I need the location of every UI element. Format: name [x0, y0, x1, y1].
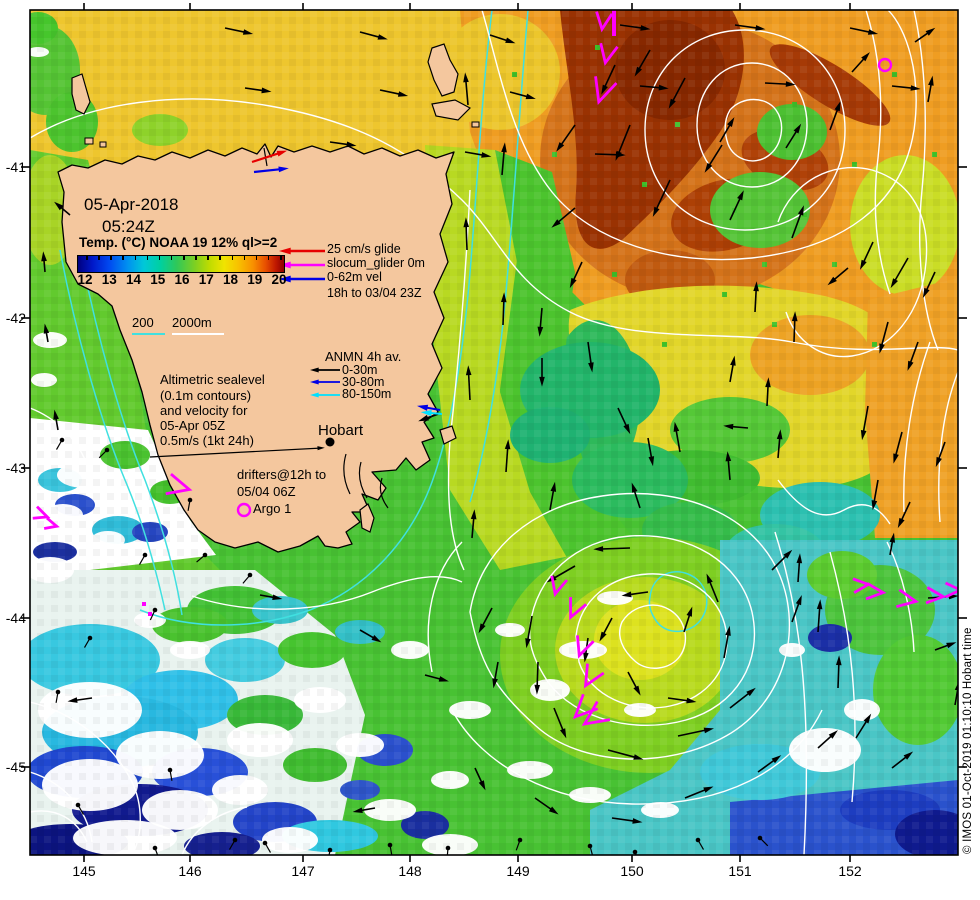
estuary-lines [263, 147, 389, 509]
drifter-marks [34, 13, 960, 733]
argo-circles [236, 57, 893, 518]
float-track-marks [55, 437, 769, 855]
three-hummock-island [99, 141, 107, 148]
bathy-200-swatch [132, 333, 165, 335]
bruny-island [359, 503, 375, 533]
altimetry-line1: Altimetric sealevel [160, 372, 265, 387]
anmn-title: ANMN 4h av. [325, 349, 402, 364]
time-label: 05:24Z [102, 217, 155, 236]
land-tasmania [57, 43, 480, 553]
drifter-pixels [142, 10, 616, 616]
anmn-item-0-30m: 0-30m [342, 363, 378, 377]
bathymetry-contours [59, 10, 708, 632]
glider-legend-line4: 18h to 03/04 23Z [327, 286, 422, 300]
altimetry-line4: 05-Apr 05Z [160, 418, 226, 433]
hobart-dot [325, 437, 335, 447]
hunter-island [84, 137, 94, 145]
king-island [71, 73, 91, 115]
drifter-legend-line1: drifters@12h to [237, 467, 327, 482]
clarke-island [471, 121, 480, 128]
anmn-item-80-150m: 80-150m [342, 387, 392, 401]
bathy-2000-label: 2000m [172, 315, 212, 330]
glider-legend-line2: slocum_glider 0m [327, 256, 425, 270]
maria-island [439, 425, 457, 445]
cape-barren-island [431, 99, 471, 121]
glider-legend-line3: 0-62m vel [327, 270, 382, 284]
plot-frame [29, 9, 959, 856]
bathy-2000-swatch [172, 333, 224, 335]
axis-ticks [21, 3, 967, 862]
altimetry-line3: and velocity for [160, 403, 248, 418]
bathy-200-label: 200 [132, 315, 154, 330]
hobart-label: Hobart [318, 422, 364, 439]
argo-label: Argo 1 [253, 501, 292, 516]
date-label: 05-Apr-2018 [84, 195, 179, 214]
sealevel-contours [30, 10, 958, 855]
flinders-island [427, 43, 459, 97]
glider-legend-line1: 25 cm/s glide [327, 242, 401, 256]
colorbar-title: Temp. (°C) NOAA 19 12% ql>=2 [79, 235, 278, 250]
temperature-colorbar [77, 255, 285, 273]
drifter-legend-line2: 05/04 06Z [237, 484, 296, 499]
current-arrows [41, 24, 958, 824]
watermark: © IMOS 01-Oct-2019 01:10:10 Hobart time [962, 627, 974, 854]
altimetry-line2: (0.1m contours) [160, 388, 252, 403]
anmn-item-30-80m: 30-80m [342, 375, 385, 389]
altimetry-line5: 0.5m/s (1kt 24h) [160, 433, 254, 448]
